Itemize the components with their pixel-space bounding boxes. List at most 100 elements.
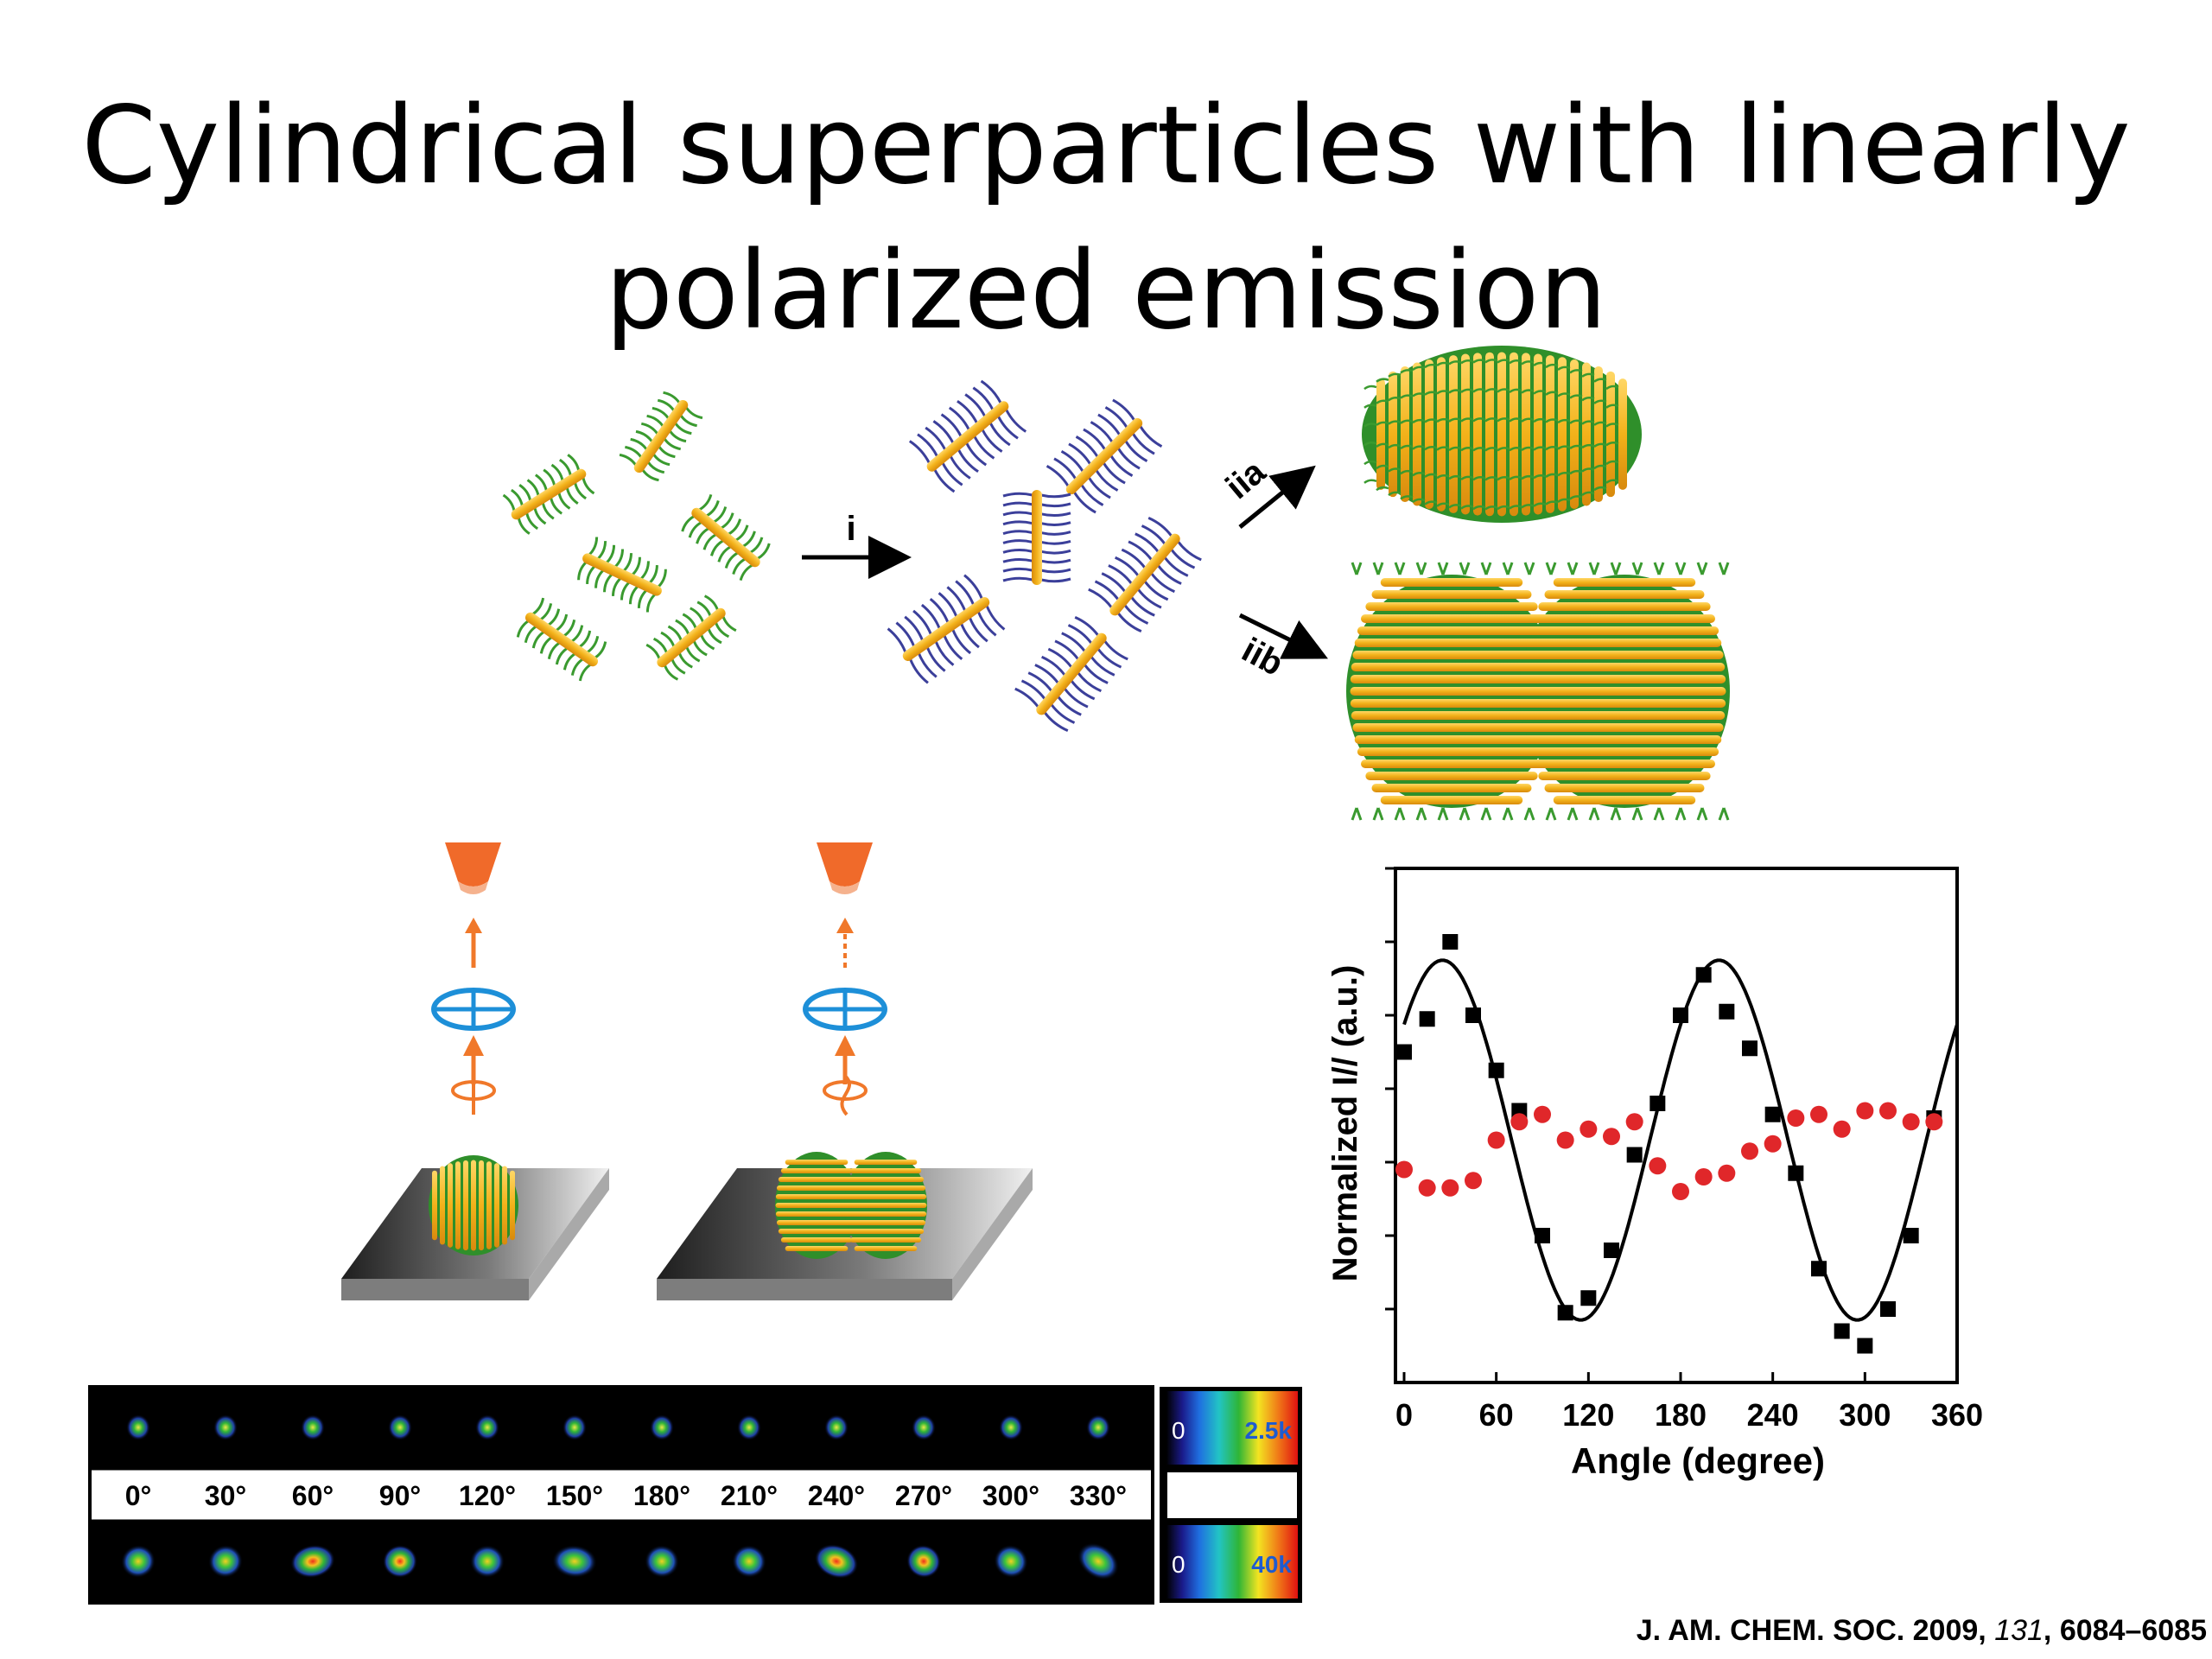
angle-label: 30° <box>205 1480 246 1511</box>
data-point-square <box>1857 1338 1873 1354</box>
data-point-circle <box>1694 1168 1713 1185</box>
fluorescence-images: 0° 30° 60° 90° 120° 150° 180° 210° 240° 270° 300° 3… <box>88 1385 1302 1605</box>
data-point-square <box>1465 1007 1481 1023</box>
data-point-circle <box>1741 1142 1758 1160</box>
x-tick-label: 360 <box>1931 1397 1983 1433</box>
angle-label: 90° <box>379 1480 421 1511</box>
data-point-circle <box>1580 1120 1598 1138</box>
nanorod <box>502 454 595 535</box>
data-point-square <box>1695 967 1712 983</box>
data-point-circle <box>1833 1120 1851 1138</box>
data-point-square <box>1442 934 1459 950</box>
slide-title-line2: polarized emission <box>605 229 1607 353</box>
data-point-square <box>1788 1165 1804 1181</box>
fluorescence-spot-top <box>1086 1414 1110 1440</box>
data-point-square <box>1649 1096 1666 1111</box>
data-point-square <box>1488 1062 1504 1078</box>
colorbar-bottom-max: 40k <box>1251 1551 1292 1578</box>
angle-label: 0° <box>125 1480 152 1511</box>
data-point-circle <box>1487 1131 1505 1149</box>
step-i-arrow: i <box>802 510 912 579</box>
fluorescence-spot-bottom <box>208 1544 243 1579</box>
angle-label: 150° <box>546 1480 603 1511</box>
data-point-circle <box>1764 1135 1782 1153</box>
data-point-square <box>1903 1228 1919 1243</box>
citation-pages: , 6084–6085 <box>2043 1614 2207 1647</box>
data-point-circle <box>1418 1179 1436 1197</box>
fluorescence-spot-top <box>737 1414 761 1440</box>
fluorescence-spot-bottom <box>121 1544 156 1579</box>
nanorod <box>619 391 703 482</box>
polarization-chart: 0 60 120 180 240 300 360 Angle (degree) Normal… <box>1326 867 1983 1481</box>
data-point-circle <box>1441 1179 1459 1197</box>
nanorod <box>1088 516 1202 633</box>
data-point-square <box>1742 1040 1758 1057</box>
data-point-circle <box>1465 1172 1482 1190</box>
vertical-sp-image-row <box>90 1387 1153 1469</box>
horizontal-sp-image-row <box>90 1521 1153 1603</box>
slide-title: Cylindrical superparticles with linearly… <box>0 73 2212 364</box>
angle-label: 180° <box>633 1480 690 1511</box>
angle-label: 240° <box>808 1480 865 1511</box>
data-point-square <box>1834 1323 1850 1339</box>
plot-frame <box>1394 867 1959 1384</box>
x-tick-label: 180 <box>1655 1397 1707 1433</box>
data-point-circle <box>1556 1131 1574 1149</box>
step-iib-label: iib <box>1236 631 1289 683</box>
data-point-square <box>1580 1290 1597 1306</box>
fluorescence-spot-bottom <box>645 1544 679 1579</box>
data-point-circle <box>1625 1113 1643 1131</box>
polarizer-icon <box>803 988 887 1031</box>
nanorod <box>887 574 1006 684</box>
fluorescence-spot-top <box>388 1414 412 1440</box>
citation-journal: J. AM. CHEM. SOC. 2009, <box>1636 1614 1986 1647</box>
data-point-square <box>1626 1147 1643 1163</box>
fluorescence-spot-top <box>301 1414 325 1440</box>
horizontal-superparticle-on-substrate <box>775 1152 927 1259</box>
x-tick-label: 120 <box>1562 1397 1614 1433</box>
nanorod <box>908 379 1027 493</box>
angle-label: 210° <box>721 1480 778 1511</box>
sine-fit-line <box>1402 958 1959 1322</box>
step-i-label: i <box>846 510 855 548</box>
data-point-circle <box>1395 1160 1413 1179</box>
x-tick-label: 60 <box>1479 1397 1514 1433</box>
data-point-square <box>1880 1301 1896 1317</box>
data-point-square <box>1719 1003 1735 1020</box>
step-iia-arrow: iia <box>1218 452 1316 529</box>
slide-title-line1: Cylindrical superparticles with linearly <box>81 84 2131 208</box>
polarization-setup <box>341 842 1033 1300</box>
fluorescence-spot-bottom <box>552 1544 597 1579</box>
fluorescence-spot-top <box>563 1414 587 1440</box>
angle-label: 120° <box>459 1480 516 1511</box>
citation: J. AM. CHEM. SOC. 2009, 131, 6084–6085 <box>1637 1614 2207 1648</box>
data-point-square <box>1557 1305 1573 1321</box>
nanorod <box>1002 490 1071 585</box>
data-point-circle <box>1810 1105 1827 1123</box>
vertical-superparticle <box>1362 346 1642 523</box>
step-iib-arrow: iib <box>1236 613 1328 683</box>
data-point-square <box>1535 1228 1550 1243</box>
x-axis-label: Angle (degree) <box>1571 1440 1825 1481</box>
fluorescence-spot-top <box>999 1414 1023 1440</box>
fluorescence-spot-bottom <box>470 1545 505 1578</box>
data-point-circle <box>1672 1183 1689 1200</box>
colorbar-top-max: 2.5k <box>1245 1417 1293 1444</box>
data-point-circle <box>1718 1164 1736 1182</box>
data-point-circle <box>1856 1102 1874 1120</box>
self-assembly-scheme <box>502 346 1730 821</box>
data-point-square <box>1673 1007 1688 1023</box>
angle-label: 60° <box>292 1480 334 1511</box>
rotation-icon-right <box>823 1074 868 1116</box>
nanorod <box>1046 398 1163 514</box>
nanorod <box>577 537 667 613</box>
data-point-circle <box>1603 1128 1620 1146</box>
fluorescence-spot-top <box>475 1414 499 1440</box>
nanorod <box>1014 615 1128 733</box>
nanorod <box>516 597 607 682</box>
fluorescence-spot-top <box>126 1414 150 1440</box>
fluorescence-spot-bottom <box>290 1544 335 1579</box>
fluorescence-spot-bottom <box>1077 1542 1119 1580</box>
data-point-circle <box>1879 1102 1897 1120</box>
